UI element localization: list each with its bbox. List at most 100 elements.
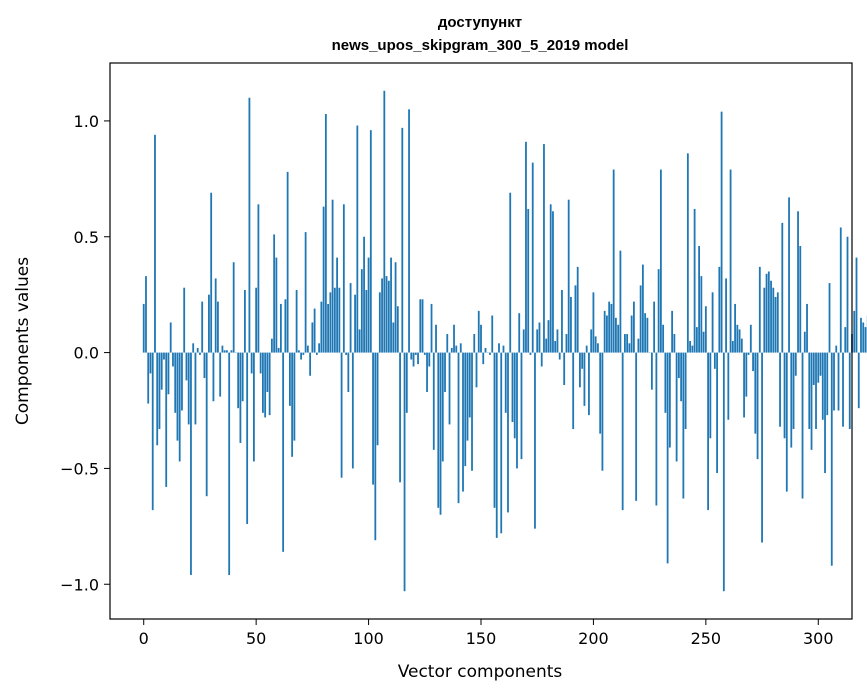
bar-170: [525, 141, 527, 353]
x-axis-ticks: 0 50 100 150 200 250 300: [139, 619, 834, 648]
x-tick-label: 200: [578, 629, 609, 648]
bar-19: [185, 352, 188, 381]
bar-218: [633, 301, 635, 353]
bar-165: [513, 352, 516, 439]
bar-248: [700, 276, 703, 353]
bar-54: [264, 352, 267, 418]
bar-105: [378, 292, 381, 353]
bar-219: [635, 352, 638, 501]
bar-252: [709, 352, 712, 439]
bar-25: [199, 352, 201, 355]
bar-277: [765, 273, 768, 353]
bar-72: [304, 232, 307, 353]
bar-144: [466, 352, 469, 441]
bar-47: [248, 97, 251, 353]
bar-188: [565, 334, 568, 353]
bar-77: [315, 352, 318, 355]
bar-136: [448, 352, 451, 425]
bar-253: [711, 292, 714, 353]
bar-159: [500, 352, 503, 534]
bar-185: [558, 352, 561, 360]
bar-44: [241, 352, 244, 402]
bar-79: [320, 301, 323, 353]
bar-66: [291, 352, 294, 457]
bar-294: [803, 331, 806, 353]
bar-45: [244, 290, 246, 353]
bar-163: [509, 192, 512, 353]
x-axis-label: Vector components: [398, 662, 563, 682]
x-tick-label: 250: [691, 629, 722, 648]
bar-238: [677, 352, 680, 379]
bar-211: [617, 324, 620, 353]
bar-49: [253, 352, 255, 462]
bar-303: [824, 352, 826, 474]
bar-121: [414, 352, 417, 355]
bar-226: [650, 352, 653, 390]
bar-249: [702, 331, 705, 353]
bar-142: [462, 352, 464, 492]
bar-155: [491, 315, 494, 353]
bar-268: [745, 352, 748, 397]
bar-180: [547, 320, 550, 353]
bar-99: [365, 290, 368, 353]
bar-85: [333, 287, 336, 353]
bar-81: [324, 113, 327, 353]
bar-138: [453, 324, 455, 353]
bar-126: [426, 352, 428, 392]
bar-140: [457, 352, 460, 504]
bar-16: [178, 352, 181, 462]
bar-64: [286, 171, 289, 353]
bar-46: [246, 352, 249, 525]
bar-287: [788, 197, 790, 353]
bar-261: [729, 169, 732, 353]
bar-247: [698, 246, 700, 353]
bar-278: [767, 271, 770, 353]
bar-115: [401, 127, 404, 353]
bar-250: [704, 306, 707, 353]
bar-215: [626, 334, 629, 353]
bar-145: [468, 352, 471, 418]
bar-221: [639, 285, 642, 353]
bar-302: [821, 352, 824, 420]
bar-316: [853, 310, 856, 353]
bar-102: [372, 352, 374, 485]
bar-256: [718, 266, 721, 353]
bar-243: [689, 341, 692, 353]
bar-304: [826, 352, 829, 416]
bar-60: [277, 347, 280, 353]
bar-269: [747, 352, 750, 355]
bar-186: [561, 290, 563, 353]
bar-203: [599, 352, 602, 434]
bar-118: [408, 109, 410, 353]
x-tick-label: 300: [803, 629, 834, 648]
bar-120: [412, 352, 415, 367]
bar-143: [464, 352, 467, 467]
bar-242: [686, 153, 689, 353]
bar-37: [226, 350, 228, 353]
bar-271: [752, 352, 754, 372]
bar-177: [540, 352, 543, 367]
bar-55: [266, 352, 269, 392]
bar-70: [300, 352, 303, 360]
bar-272: [754, 352, 757, 434]
bar-68: [295, 290, 298, 353]
bar-197: [585, 345, 588, 353]
bar-97: [360, 269, 363, 353]
bar-71: [302, 352, 305, 355]
bar-198: [588, 352, 590, 416]
bar-296: [808, 352, 811, 430]
bar-101: [369, 130, 372, 353]
bar-137: [450, 347, 453, 353]
bar-293: [801, 352, 804, 499]
bar-295: [806, 303, 808, 353]
bar-20: [187, 352, 190, 425]
bar-244: [691, 345, 694, 353]
bar-21: [190, 352, 192, 575]
chart-title-line-1: доступункт: [438, 14, 522, 31]
bar-291: [797, 211, 799, 353]
bar-109: [387, 280, 390, 353]
bar-299: [815, 352, 817, 430]
bar-285: [783, 352, 786, 439]
bar-23: [194, 352, 197, 425]
bar-164: [511, 352, 514, 423]
